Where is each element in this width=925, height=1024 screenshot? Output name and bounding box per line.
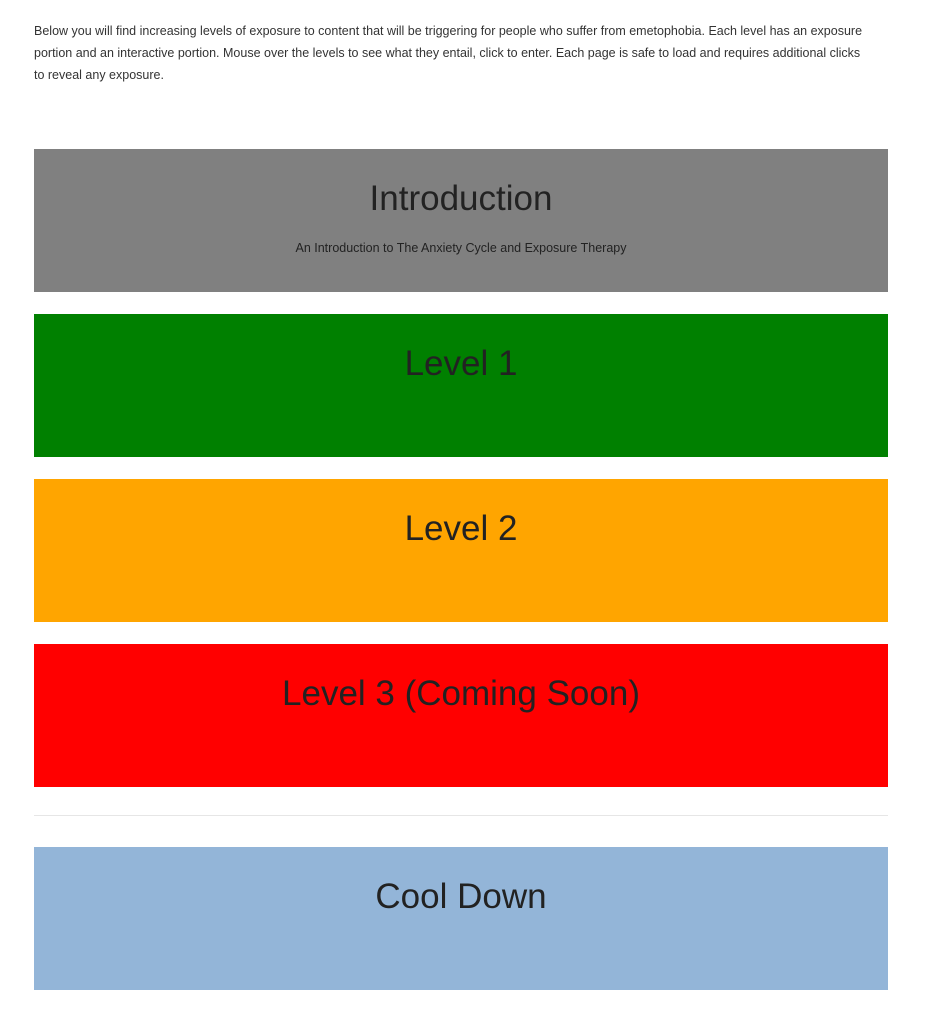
level-3-button[interactable]: Level 3 (Coming Soon) — [34, 644, 888, 787]
level-2-button[interactable]: Level 2 — [34, 479, 888, 622]
divider — [34, 815, 888, 816]
level-subtitle: An Introduction to The Anxiety Cycle and… — [295, 241, 627, 255]
level-title: Introduction — [369, 179, 553, 218]
level-title: Level 1 — [404, 344, 518, 383]
level-1-button[interactable]: Level 1 — [34, 314, 888, 457]
cool-down-button[interactable]: Cool Down — [34, 847, 888, 990]
level-title: Cool Down — [375, 877, 547, 916]
level-introduction-button[interactable]: Introduction An Introduction to The Anxi… — [34, 149, 888, 292]
level-title: Level 3 (Coming Soon) — [282, 674, 640, 713]
level-title: Level 2 — [404, 509, 518, 548]
intro-text: Below you will find increasing levels of… — [34, 24, 863, 82]
